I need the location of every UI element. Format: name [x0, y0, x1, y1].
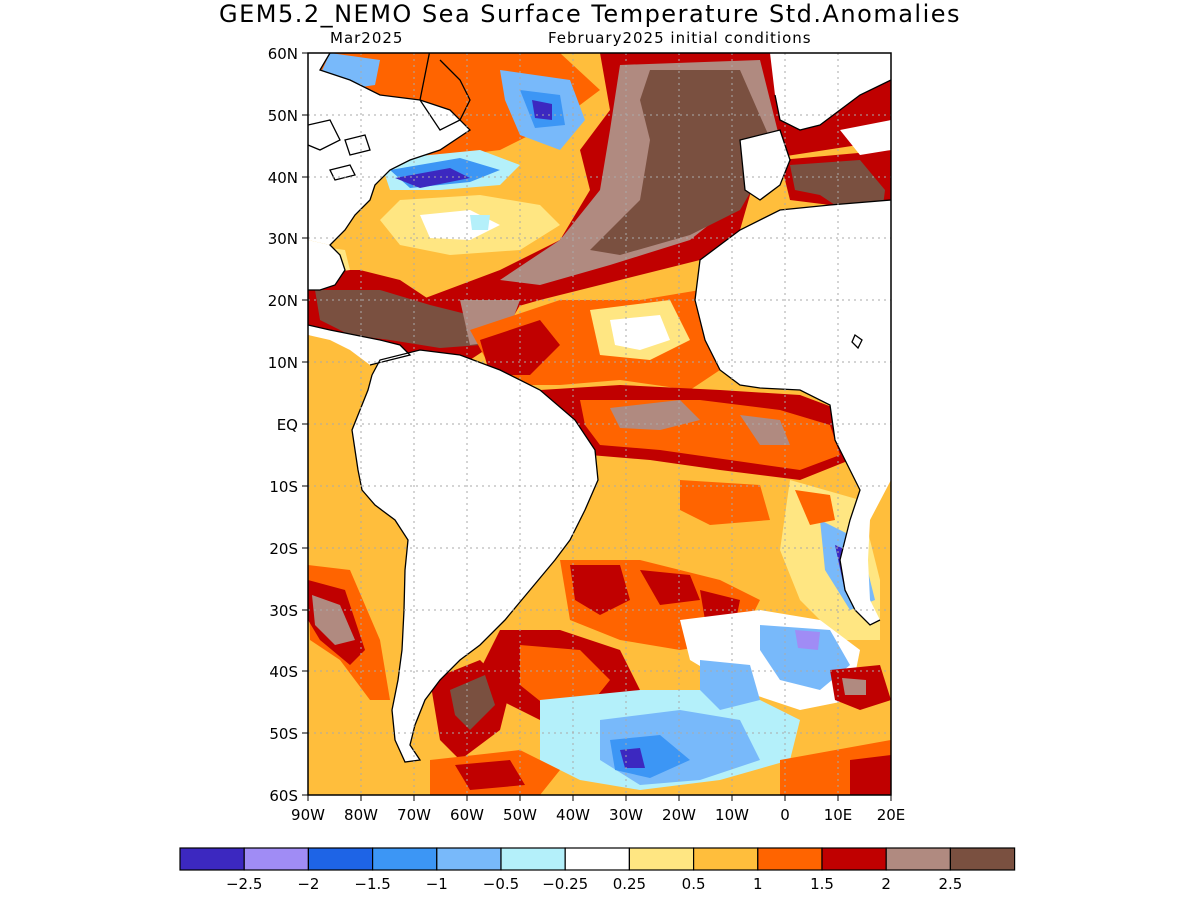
axis-ticks [302, 52, 892, 801]
legend-label: 1.5 [810, 875, 834, 893]
latitude-labels: 60N 50N 40N 30N 20N 10N EQ 10S 20S 30S 4… [268, 45, 298, 805]
legend-swatch [628, 847, 695, 871]
legend-swatch [179, 847, 245, 871]
lat-label: 20N [268, 292, 298, 310]
lon-label: 90W [291, 806, 325, 824]
lon-label: 50W [503, 806, 537, 824]
lat-label: EQ [277, 416, 298, 434]
legend-swatch [436, 847, 502, 871]
lat-label: 50S [269, 725, 298, 743]
legend-label: 0.25 [613, 875, 646, 893]
graticule [308, 53, 891, 795]
coastlines [308, 53, 891, 763]
legend-swatch [757, 847, 823, 871]
lat-label: 30N [268, 230, 298, 248]
legend-label: 2 [881, 875, 891, 893]
legend-label: −0.5 [483, 875, 519, 893]
legend-swatch [949, 847, 1016, 871]
lon-label: 20W [662, 806, 696, 824]
initial-conditions-label: February2025 initial conditions [548, 29, 812, 47]
legend-label: 0.5 [682, 875, 706, 893]
legend-swatch [243, 847, 309, 871]
legend-swatch [307, 847, 374, 871]
lon-label: 10E [824, 806, 853, 824]
legend-swatch [692, 847, 759, 871]
lon-label: 40W [556, 806, 590, 824]
legend-label: −1 [426, 875, 448, 893]
legend-swatch [821, 847, 887, 871]
lat-label: 50N [268, 107, 298, 125]
lat-label: 60N [268, 45, 298, 63]
lat-label: 20S [269, 540, 298, 558]
lon-label: 0 [780, 806, 790, 824]
legend-label: 1 [753, 875, 763, 893]
lat-label: 30S [269, 602, 298, 620]
legend-swatch [564, 847, 631, 871]
lon-label: 10W [715, 806, 749, 824]
lon-label: 80W [344, 806, 378, 824]
lat-label: 10N [268, 354, 298, 372]
legend-swatch [500, 847, 566, 871]
lat-label: 60S [269, 787, 298, 805]
legend-swatch [885, 847, 952, 871]
legend-label: −0.25 [542, 875, 588, 893]
legend-label: −2 [297, 875, 319, 893]
lat-label: 40N [268, 169, 298, 187]
map-title: GEM5.2_NEMO Sea Surface Temperature Std.… [218, 0, 962, 28]
legend-label: −2.5 [226, 875, 262, 893]
lon-label: 60W [450, 806, 484, 824]
lon-label: 70W [397, 806, 431, 824]
legend-label: 2.5 [938, 875, 962, 893]
legend-swatch [372, 847, 438, 871]
valid-month-label: Mar2025 [330, 29, 404, 47]
lon-label: 20E [877, 806, 906, 824]
legend-label: −1.5 [354, 875, 390, 893]
longitude-labels: 90W 80W 70W 60W 50W 40W 30W 20W 10W 0 10… [291, 806, 905, 824]
sst-anomaly-field [308, 53, 891, 795]
lat-label: 40S [269, 663, 298, 681]
color-legend: −2.5 −2 −1.5 −1 −0.5 −0.25 0.25 0.5 1 1.5 2 2.5 [179, 847, 1016, 893]
lat-label: 10S [269, 478, 298, 496]
lon-label: 30W [609, 806, 643, 824]
